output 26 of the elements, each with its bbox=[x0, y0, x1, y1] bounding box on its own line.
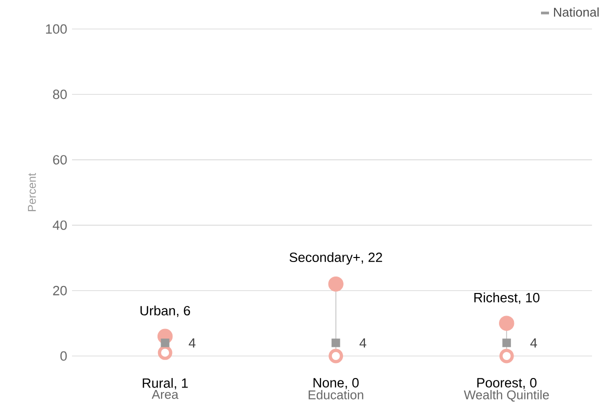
y-tick-label: 40 bbox=[52, 220, 67, 230]
point bbox=[502, 338, 511, 348]
y-tick-label: 0 bbox=[60, 351, 67, 361]
data-label: 4 bbox=[530, 338, 538, 348]
y-tick-label: 100 bbox=[46, 24, 67, 34]
x-tick-label: Area bbox=[152, 390, 178, 399]
point bbox=[499, 316, 514, 331]
data-label: Urban, 6 bbox=[140, 306, 190, 318]
point bbox=[332, 338, 340, 348]
y-tick-label: 80 bbox=[53, 90, 67, 100]
y-tick-label: 60 bbox=[53, 155, 67, 165]
point bbox=[158, 346, 172, 360]
y-tick-label: 20 bbox=[53, 286, 67, 296]
data-label: 4 bbox=[360, 338, 366, 348]
data-label: Rural, 1 bbox=[142, 378, 188, 390]
x-tick-label: Education bbox=[308, 390, 364, 400]
data-label: None, 0 bbox=[314, 378, 359, 390]
legend-label: National bbox=[554, 7, 599, 17]
data-label: Secondary+, 22 bbox=[290, 252, 382, 265]
point bbox=[328, 276, 344, 292]
data-label: 4 bbox=[188, 338, 196, 348]
data-label: Richest, 10 bbox=[474, 292, 540, 304]
point bbox=[160, 338, 170, 348]
x-tick-label: Wealth Quintile bbox=[464, 390, 549, 402]
y-axis-title: Percent bbox=[28, 173, 36, 212]
data-label: Poorest, 0 bbox=[477, 378, 536, 390]
